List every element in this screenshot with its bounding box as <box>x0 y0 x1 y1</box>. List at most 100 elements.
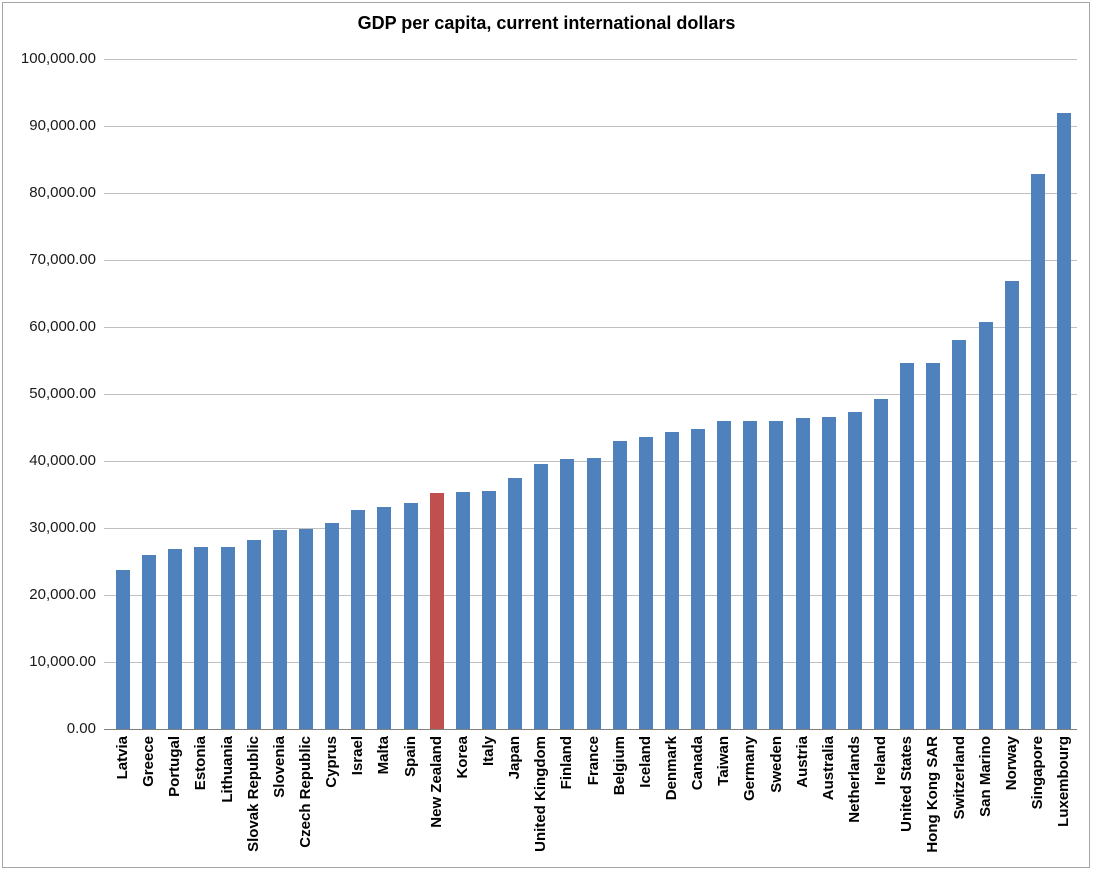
bar-sweden <box>769 420 784 729</box>
bar-malta <box>377 506 392 729</box>
x-axis-tick-label: Spain <box>401 736 419 777</box>
y-axis-tick-label: 70,000.00 <box>29 251 96 268</box>
x-axis-tick-label: Austria <box>793 736 811 788</box>
bar-switzerland <box>952 339 967 729</box>
x-axis-tick-cell: Australia <box>816 736 842 868</box>
y-axis-tick-label: 90,000.00 <box>29 117 96 134</box>
x-axis-tick-label: Czech Republic <box>297 736 315 848</box>
x-axis-tick-cell: France <box>581 736 607 868</box>
y-gridline <box>104 193 1077 194</box>
bar-czech-republic <box>299 528 313 729</box>
x-axis-tick-cell: Hong Kong SAR <box>920 736 946 868</box>
x-axis-line <box>104 729 1077 730</box>
x-axis-tick-cell: Singapore <box>1025 736 1051 868</box>
x-axis-tick-cell: Greece <box>136 736 162 868</box>
x-axis-labels: Latvia Greece Portugal Estonia Lithuania Slov… <box>110 736 1077 868</box>
x-axis-tick-label: Australia <box>819 736 837 801</box>
bar-iceland <box>638 436 653 729</box>
bar-greece <box>142 555 157 729</box>
x-axis-tick-label: Ireland <box>872 736 890 786</box>
x-axis-tick-label: United States <box>898 736 916 832</box>
x-axis-tick-label: Estonia <box>192 736 210 791</box>
x-axis-tick-label: Italy <box>480 736 498 767</box>
x-axis-tick-cell: Latvia <box>110 736 136 868</box>
y-gridline <box>104 327 1077 328</box>
y-axis-tick-label: 0.00 <box>66 720 96 737</box>
x-axis-tick-cell: Luxembourg <box>1051 736 1077 868</box>
x-axis-tick-label: Germany <box>741 736 759 802</box>
x-axis-tick-cell: Israel <box>345 736 371 868</box>
x-axis-tick-cell: United Kingdom <box>528 736 554 868</box>
x-axis-tick-cell: Netherlands <box>842 736 868 868</box>
x-axis-tick-cell: Iceland <box>633 736 659 868</box>
x-axis-tick-cell: Lithuania <box>215 736 241 868</box>
x-axis-tick-cell: Cyprus <box>319 736 345 868</box>
bar-hong-kong-sar <box>926 362 941 729</box>
x-axis-tick-cell: Czech Republic <box>293 736 319 868</box>
bar-spain <box>403 503 418 729</box>
x-axis-tick-label: Cyprus <box>323 736 341 788</box>
bar-estonia <box>194 547 209 729</box>
bar-finland <box>560 458 575 729</box>
x-axis-tick-label: Netherlands <box>846 736 863 823</box>
bar-lithuania <box>220 547 235 729</box>
y-axis-tick-label: 50,000.00 <box>29 385 96 402</box>
bar-united-states <box>900 363 915 729</box>
x-axis-tick-cell: San Marino <box>973 736 999 868</box>
bar-norway <box>1004 280 1019 729</box>
y-gridline <box>104 394 1077 395</box>
bar-san-marino <box>978 322 993 729</box>
y-gridline <box>104 260 1077 261</box>
x-axis-tick-label: Portugal <box>166 736 184 797</box>
x-axis-tick-label: Norway <box>1002 736 1020 791</box>
bar-australia <box>821 417 836 729</box>
x-axis-tick-label: Iceland <box>636 736 654 788</box>
bar-united-kingdom <box>534 464 549 729</box>
x-axis-tick-label: Slovenia <box>270 736 288 798</box>
x-axis-tick-label: Belgium <box>610 736 628 796</box>
x-axis-tick-label: Taiwan <box>715 736 733 786</box>
x-axis-tick-cell: Spain <box>398 736 424 868</box>
x-axis-tick-cell: Italy <box>476 736 502 868</box>
y-gridline <box>104 59 1077 60</box>
y-axis-tick-label: 40,000.00 <box>29 452 96 469</box>
x-axis-tick-cell: Taiwan <box>711 736 737 868</box>
x-axis-tick-cell: Denmark <box>659 736 685 868</box>
y-axis-tick-label: 30,000.00 <box>29 519 96 536</box>
x-axis-tick-cell: Japan <box>502 736 528 868</box>
x-axis-tick-cell: United States <box>894 736 920 868</box>
y-gridline <box>104 126 1077 127</box>
x-axis-tick-cell: Norway <box>999 736 1025 868</box>
bar-luxembourg <box>1056 112 1071 729</box>
y-axis-tick-label: 80,000.00 <box>29 184 96 201</box>
bar-denmark <box>664 432 679 729</box>
x-axis-tick-label: San Marino <box>976 736 994 817</box>
bar-france <box>586 458 601 729</box>
bar-austria <box>795 418 810 729</box>
bar-cyprus <box>325 522 340 729</box>
x-axis-tick-label: Finland <box>558 736 576 790</box>
x-axis-tick-label: Switzerland <box>950 736 968 820</box>
x-axis-tick-cell: New Zealand <box>424 736 450 868</box>
x-axis-tick-cell: Malta <box>371 736 397 868</box>
y-axis-tick-label: 60,000.00 <box>29 318 96 335</box>
x-axis-tick-cell: Slovak Republic <box>241 736 267 868</box>
bar-ireland <box>873 399 888 729</box>
bar-korea <box>455 492 470 729</box>
bar-slovenia <box>272 530 287 729</box>
x-axis-tick-label: Greece <box>140 736 158 787</box>
x-axis-tick-label: United Kingdom <box>532 736 550 852</box>
x-axis-tick-label: New Zealand <box>427 736 445 828</box>
x-axis-tick-label: Malta <box>375 736 393 775</box>
bar-netherlands <box>847 412 862 729</box>
x-axis-tick-cell: Estonia <box>188 736 214 868</box>
x-axis-tick-cell: Austria <box>790 736 816 868</box>
bar-canada <box>691 428 706 729</box>
x-axis-tick-label: Hong Kong SAR <box>924 736 942 853</box>
bar-germany <box>743 421 758 729</box>
bar-singapore <box>1030 174 1045 729</box>
x-axis-tick-cell: Slovenia <box>267 736 293 868</box>
bar-taiwan <box>717 421 732 729</box>
bar-japan <box>508 478 523 729</box>
